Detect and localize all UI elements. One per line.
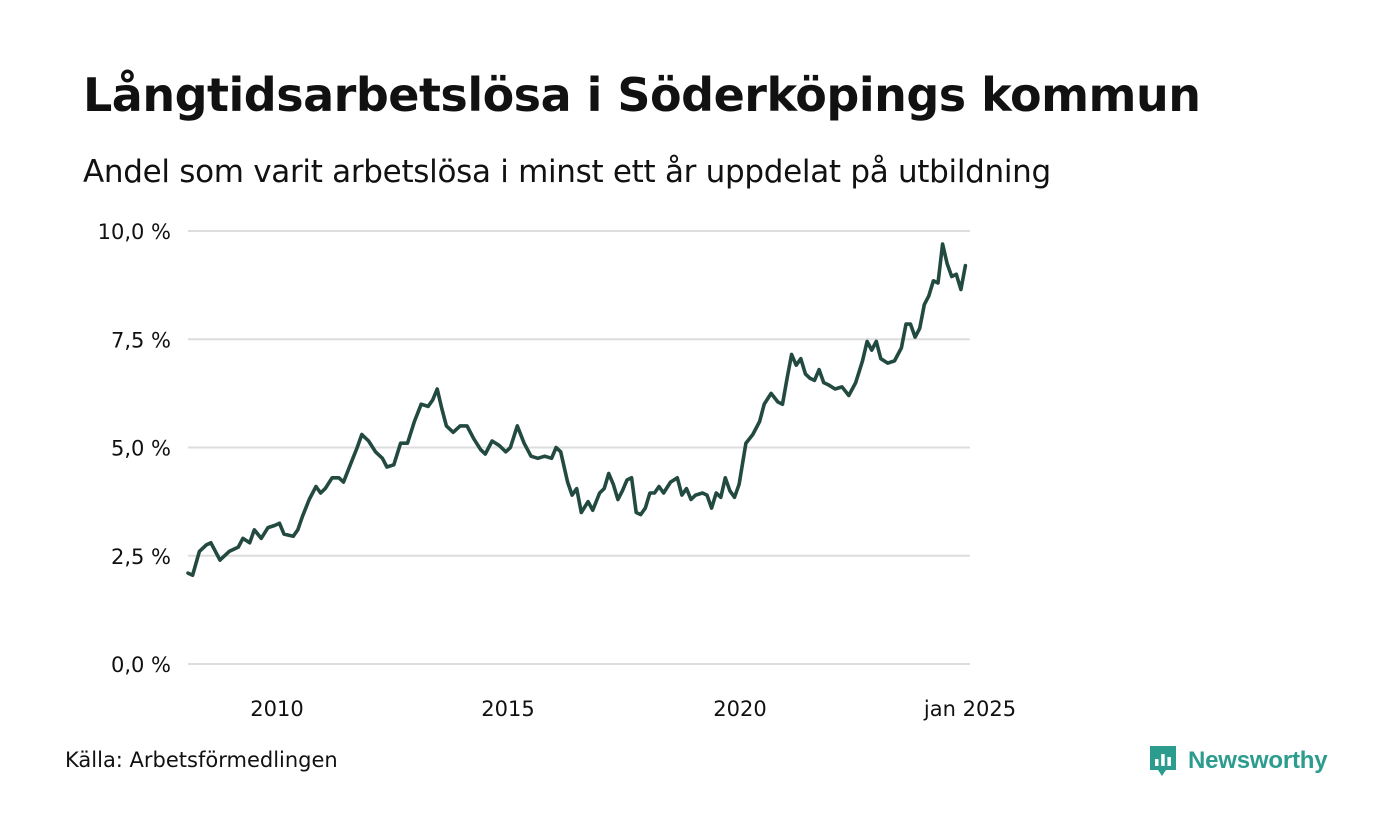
- y-tick-label: 10,0 %: [98, 220, 171, 244]
- x-tick-label: 2020: [713, 697, 766, 721]
- source-note: Källa: Arbetsförmedlingen: [65, 748, 338, 772]
- x-tick-label: 2010: [250, 697, 303, 721]
- x-tick-label: 2015: [481, 697, 534, 721]
- x-tick-label: jan 2025: [923, 697, 1016, 721]
- y-tick-label: 7,5 %: [111, 328, 171, 352]
- chart-subtitle: Andel som varit arbetslösa i minst ett å…: [83, 154, 1051, 190]
- y-tick-label: 5,0 %: [111, 437, 171, 461]
- bar-chart-speech-bubble-icon: [1150, 746, 1176, 776]
- series-line-forgymnasial: [186, 242, 968, 577]
- y-tick-label: 0,0 %: [111, 653, 171, 677]
- chart-title: Långtidsarbetslösa i Söderköpings kommun: [83, 68, 1201, 122]
- y-tick-label: 2,5 %: [111, 545, 171, 569]
- brand-name: Newsworthy: [1188, 747, 1328, 774]
- brand-logo: Newsworthy: [1148, 744, 1328, 778]
